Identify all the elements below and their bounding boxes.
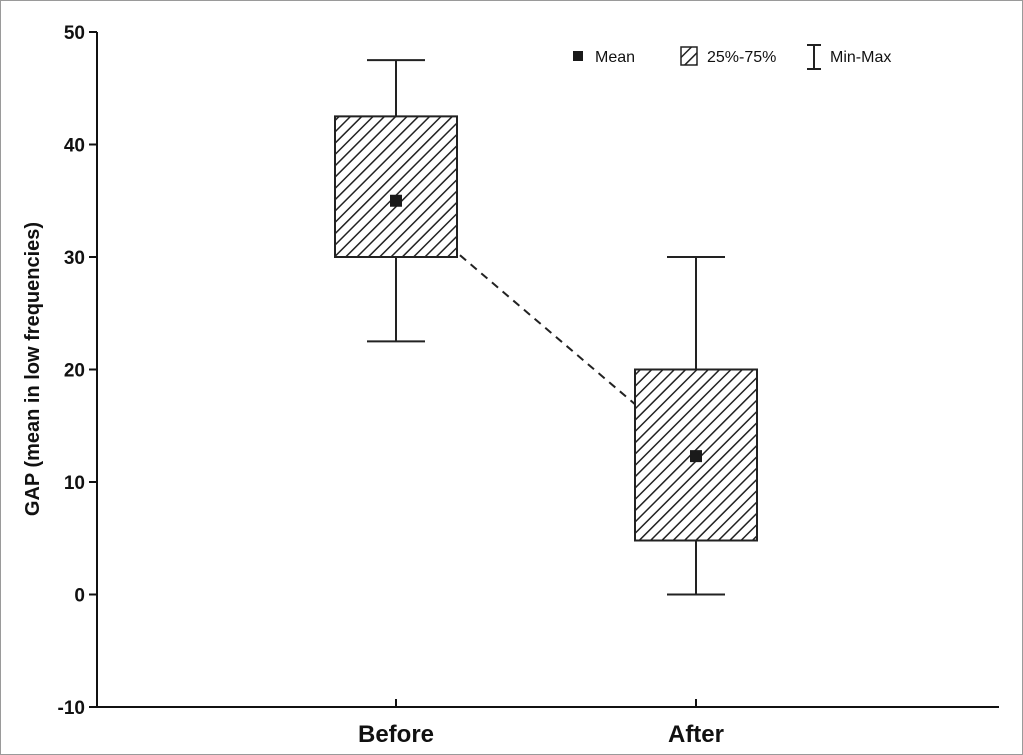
box-series bbox=[334, 59, 758, 596]
x-category-label: Before bbox=[358, 721, 434, 748]
y-tick-label: 40 bbox=[64, 136, 85, 157]
legend-whisker-label: Min-Max bbox=[830, 49, 891, 66]
y-axis-ticks: 50 40 30 20 10 0 -10 bbox=[58, 23, 97, 719]
y-tick-label: -10 bbox=[58, 698, 85, 719]
box-before bbox=[334, 59, 458, 343]
legend-whisker-icon bbox=[807, 44, 821, 70]
mean-marker bbox=[390, 194, 402, 207]
y-tick-label: 10 bbox=[64, 473, 85, 494]
box-after bbox=[634, 256, 758, 596]
mean-marker bbox=[690, 450, 702, 463]
y-tick-label: 0 bbox=[74, 586, 85, 607]
legend: Mean 25%-75% Min-Max bbox=[573, 44, 891, 70]
legend-box-swatch bbox=[680, 46, 698, 66]
x-axis-ticks: Before After bbox=[358, 699, 724, 748]
y-tick-label: 30 bbox=[64, 248, 85, 269]
y-tick-label: 20 bbox=[64, 361, 85, 382]
legend-mean-label: Mean bbox=[595, 49, 635, 66]
y-axis-title: GAP (mean in low frequencies) bbox=[22, 222, 44, 516]
x-category-label: After bbox=[668, 721, 724, 748]
y-tick-label: 50 bbox=[64, 23, 85, 44]
legend-box-label: 25%-75% bbox=[707, 49, 776, 66]
iqr-box bbox=[334, 115, 458, 258]
legend-mean-marker bbox=[573, 51, 583, 61]
